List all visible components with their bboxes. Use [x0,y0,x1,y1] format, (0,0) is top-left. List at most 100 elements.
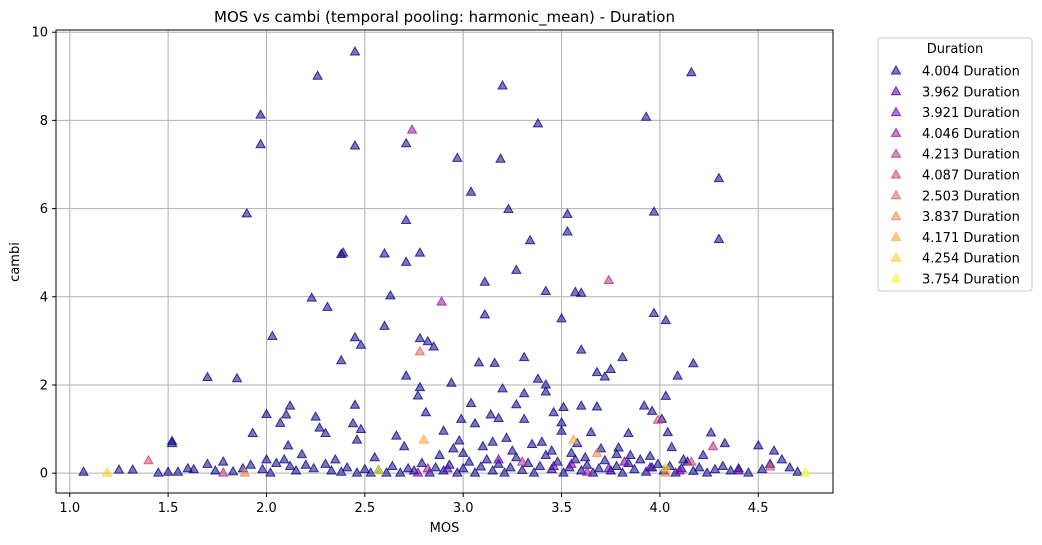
data-point [660,461,672,472]
data-point [463,456,475,466]
legend-marker [890,106,902,117]
data-point [257,463,268,474]
data-point [591,400,603,411]
legend-entry-label: 2.503 Duration [922,189,1020,204]
data-point [398,440,410,451]
data-point [412,467,424,477]
data-point [532,117,544,128]
legend-box [877,37,1033,292]
x-tick-label: 3.0 [453,501,474,516]
legend-entry-label: 4.087 Duration [922,169,1020,184]
data-point [548,406,560,417]
data-point [662,426,674,437]
data-point [617,467,628,477]
data-point [510,451,522,462]
legend-entry-label: 4.254 Duration [922,252,1020,267]
data-point [495,153,506,163]
data-point [422,335,434,346]
data-point [166,437,178,448]
data-point [497,79,508,90]
y-axis-label: cambi [8,242,23,282]
legend-entry-label: 4.171 Duration [922,231,1020,246]
data-point [400,370,412,380]
data-point [556,416,567,427]
data-point [351,434,363,444]
data-point [705,427,717,437]
data-point [337,247,349,257]
data-point [562,225,573,236]
data-point [743,467,754,477]
data-point [792,466,803,476]
data-point [768,445,780,455]
data-point [493,412,504,422]
x-tick-label: 2.0 [256,501,277,516]
data-point [451,152,463,162]
y-tick-label: 4 [40,290,48,305]
data-point [526,438,538,448]
data-point [800,467,811,477]
data-point [457,462,469,473]
data-point [579,451,591,462]
legend-entry-label: 4.046 Duration [922,127,1020,142]
data-point [412,389,424,400]
legend-entry-label: 3.921 Duration [922,106,1020,121]
data-point [239,467,251,477]
legend-entry-label: 3.754 Duration [922,273,1020,288]
data-point [127,464,139,474]
data-point [552,456,563,466]
data-point [611,460,622,471]
data-point [341,461,353,472]
data-point [603,274,615,284]
legend-marker [890,189,902,200]
data-point [646,405,658,415]
data-point [457,447,469,457]
data-point [652,458,664,468]
data-point [284,400,296,410]
data-point [418,434,430,444]
data-point [245,459,257,469]
data-point [270,457,282,467]
data-point [414,332,426,343]
data-points [78,46,811,477]
legend: Duration 4.004 Duration 3.962 Duration 3.9… [877,37,1033,292]
data-point [776,453,788,464]
data-point [479,308,491,319]
data-point [414,381,426,392]
data-point [697,449,709,460]
x-tick-label: 4.0 [650,501,671,516]
data-point [394,467,406,477]
data-point [566,447,577,457]
data-point [469,467,481,477]
data-point [465,397,477,407]
data-point [613,442,624,452]
data-point [113,464,125,474]
data-point [764,460,776,471]
data-point [707,440,719,451]
legend-entry-label: 4.004 Duration [922,65,1020,80]
data-point [518,351,530,362]
data-point [660,467,672,477]
data-point [516,464,528,475]
data-point [784,461,796,472]
data-point [591,366,603,377]
data-point [599,371,611,381]
data-point [261,453,272,464]
legend-marker [890,210,902,221]
data-point [265,467,276,477]
data-point [623,427,634,437]
data-point [733,464,744,475]
data-point [652,414,664,424]
data-point [400,137,412,148]
data-point [595,442,607,453]
data-point [351,467,363,477]
data-point [510,398,522,409]
data-point [349,139,361,150]
data-point [477,440,489,451]
data-point [379,247,390,258]
data-point [617,351,628,362]
data-point [528,467,540,477]
legend-marker [890,252,902,262]
data-point [516,456,528,466]
data-point [416,457,428,467]
